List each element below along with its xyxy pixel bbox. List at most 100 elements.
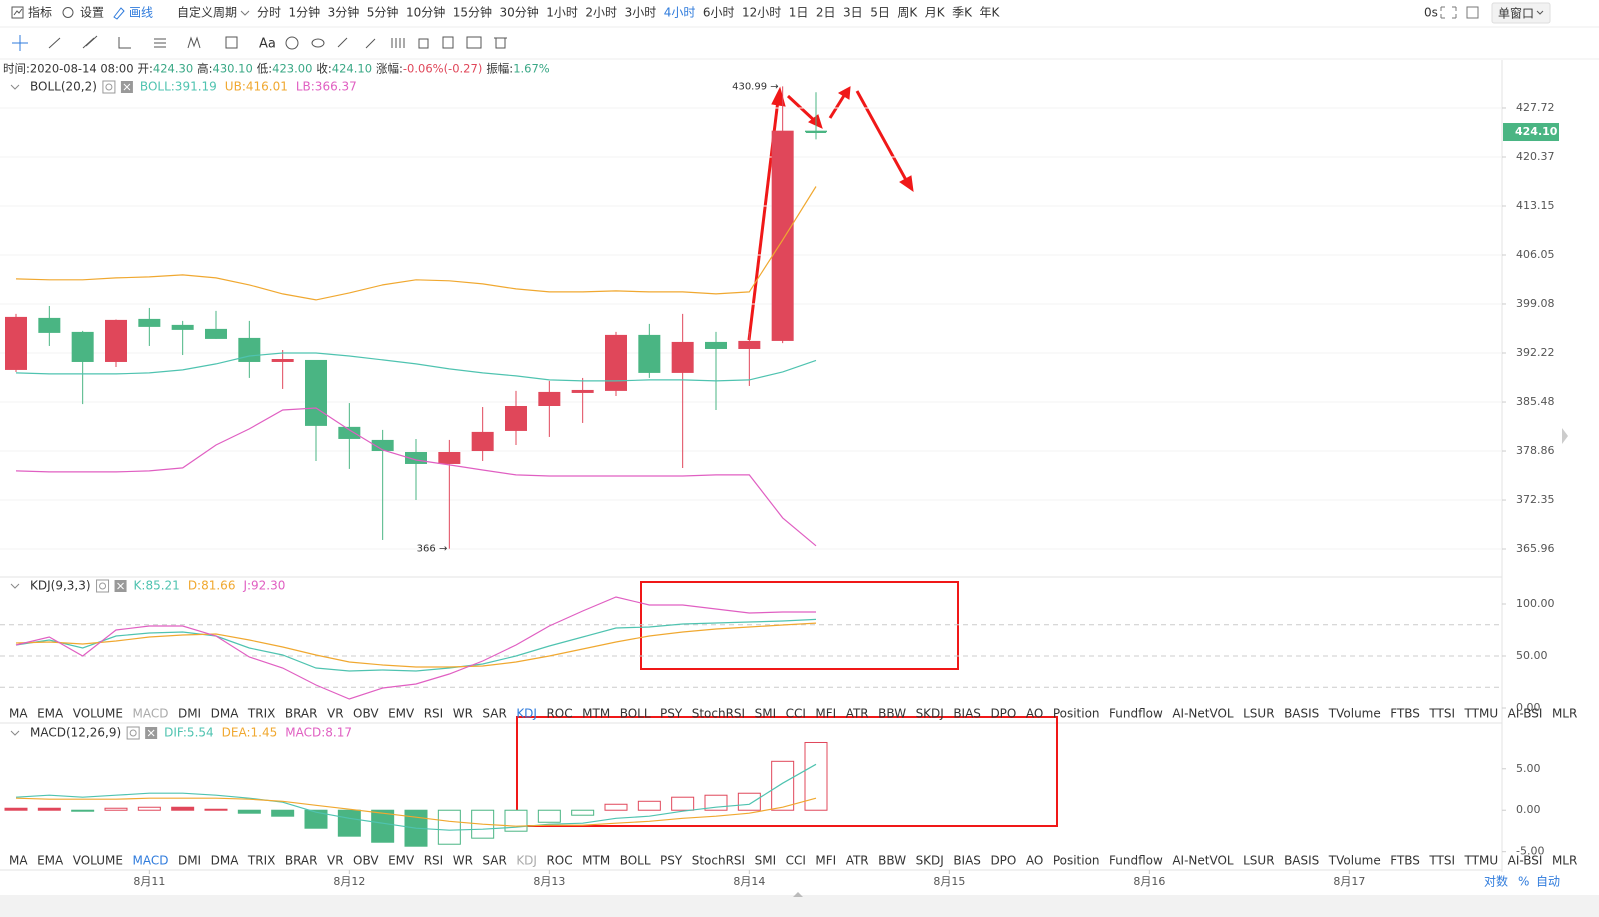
indicator-tab[interactable]: TTSI <box>1428 854 1455 868</box>
period-button[interactable]: 3日 <box>843 6 863 20</box>
indicator-tab[interactable]: AI-NetVOL <box>1172 854 1234 868</box>
indicator-tab[interactable]: CCI <box>786 854 806 868</box>
indicator-tab[interactable]: DPO <box>990 707 1016 721</box>
indicator-icon[interactable] <box>11 6 24 19</box>
settings-button[interactable] <box>105 83 113 91</box>
indicator-tab[interactable]: LSUR <box>1243 707 1274 721</box>
indicator-tab[interactable]: CCI <box>786 707 806 721</box>
log-toggle[interactable]: 对数 <box>1484 874 1508 889</box>
indicator-tab[interactable]: TVolume <box>1328 707 1381 721</box>
copy-tool[interactable] <box>442 36 454 49</box>
indicator-tab[interactable]: ATR <box>846 854 869 868</box>
period-button[interactable]: 分时 <box>257 6 281 20</box>
close-button[interactable] <box>147 729 155 737</box>
window-icon[interactable] <box>1466 6 1479 19</box>
indicator-tab[interactable]: EMA <box>37 854 64 868</box>
indicator-tab[interactable]: BASIS <box>1284 707 1319 721</box>
toolbar-button[interactable]: 自定义周期 <box>177 5 237 20</box>
period-button[interactable]: 2小时 <box>585 6 617 20</box>
period-button[interactable]: 季K <box>952 6 973 20</box>
toolbar-button[interactable]: 画线 <box>129 6 153 20</box>
indicator-tab[interactable]: SAR <box>482 707 506 721</box>
indicator-tab[interactable]: DMA <box>211 854 240 868</box>
indicator-tab[interactable]: VR <box>327 707 344 721</box>
indicator-tab[interactable]: MA <box>9 707 28 721</box>
pen-tool[interactable] <box>365 38 376 49</box>
indicator-tab[interactable]: AO <box>1026 707 1043 721</box>
crosshair-tool[interactable] <box>12 35 28 51</box>
indicator-tab[interactable]: TTMU <box>1464 854 1499 868</box>
period-button[interactable]: 6小时 <box>703 6 735 20</box>
indicator-tab[interactable]: EMA <box>37 707 64 721</box>
indicator-tab[interactable]: MFI <box>815 854 836 868</box>
indicator-tab[interactable]: FTBS <box>1390 854 1420 868</box>
eraser-tool[interactable] <box>311 38 325 48</box>
delete-tool[interactable] <box>494 37 507 49</box>
indicator-tab[interactable]: StochRSI <box>692 854 745 868</box>
indicator-tab[interactable]: MTM <box>582 854 610 868</box>
indicator-tab[interactable]: AO <box>1026 854 1043 868</box>
indicator-tab[interactable]: TRIX <box>247 854 275 868</box>
indicator-tab[interactable]: KDJ <box>516 707 537 721</box>
pattern-tool[interactable] <box>285 36 299 50</box>
indicator-tab[interactable]: ATR <box>846 707 869 721</box>
indicator-tab[interactable]: RSI <box>424 707 444 721</box>
period-button[interactable]: 10分钟 <box>406 5 445 20</box>
scroll-handle[interactable] <box>793 892 803 897</box>
indicator-tab[interactable]: AI-BSI <box>1508 707 1543 721</box>
indicator-tab[interactable]: StochRSI <box>692 707 745 721</box>
indicator-tab[interactable]: AI-BSI <box>1508 854 1543 868</box>
indicator-tab[interactable]: BIAS <box>953 854 981 868</box>
period-button[interactable]: 15分钟 <box>453 5 492 20</box>
caret[interactable] <box>1536 10 1544 15</box>
indicator-tab[interactable]: MA <box>9 854 28 868</box>
period-button[interactable]: 1日 <box>789 6 809 20</box>
indicator-tab[interactable]: BBW <box>878 707 906 721</box>
indicator-tab[interactable]: SMI <box>755 707 777 721</box>
wave-tool[interactable] <box>187 36 201 49</box>
caret[interactable] <box>240 10 250 16</box>
close-button[interactable] <box>117 582 124 590</box>
period-button[interactable]: 4小时 <box>664 6 696 20</box>
line-tool[interactable] <box>48 37 61 49</box>
fib-tool[interactable] <box>154 38 166 48</box>
period-button[interactable]: 3小时 <box>625 6 657 20</box>
indicator-tab[interactable]: SAR <box>482 854 506 868</box>
indicator-tab[interactable]: WR <box>453 854 473 868</box>
indicator-tab[interactable]: Fundflow <box>1109 854 1163 868</box>
auto-toggle[interactable]: 自动 <box>1536 875 1560 889</box>
side-handle[interactable] <box>1562 428 1568 444</box>
indicator-tab[interactable]: OBV <box>353 707 379 721</box>
percent-toggle[interactable]: % <box>1518 875 1529 889</box>
period-button[interactable]: 5日 <box>870 6 890 20</box>
indicator-tab[interactable]: FTBS <box>1390 707 1420 721</box>
indicator-tab[interactable]: RSI <box>424 854 444 868</box>
collapse-caret[interactable] <box>10 84 20 90</box>
indicator-tab[interactable]: ROC <box>546 854 572 868</box>
indicator-tab[interactable]: Position <box>1053 707 1100 721</box>
settings-button[interactable] <box>96 579 110 593</box>
period-button[interactable]: 2日 <box>816 6 836 20</box>
period-button[interactable]: 1分钟 <box>289 5 321 20</box>
indicator-tab[interactable]: VOLUME <box>73 854 123 868</box>
indicator-tab[interactable]: MFI <box>815 707 836 721</box>
indicator-tab[interactable]: AI-NetVOL <box>1172 707 1234 721</box>
period-button[interactable]: 30分钟 <box>500 5 539 20</box>
indicator-tab[interactable]: TTSI <box>1428 707 1455 721</box>
drawing-icon[interactable] <box>113 7 125 20</box>
indicator-tab[interactable]: BASIS <box>1284 854 1319 868</box>
period-button[interactable]: 3分钟 <box>328 5 360 20</box>
toolbar-button[interactable]: 设置 <box>80 6 104 20</box>
indicator-tab[interactable]: Position <box>1053 854 1100 868</box>
toolbar-button[interactable]: 指标 <box>28 5 52 20</box>
indicator-icon[interactable] <box>13 8 23 16</box>
channel-tool[interactable] <box>82 35 98 49</box>
indicator-tab[interactable]: PSY <box>660 707 683 721</box>
indicator-tab[interactable]: BOLL <box>620 707 651 721</box>
indicator-tab[interactable]: DMI <box>178 854 201 868</box>
indicator-tab[interactable]: Fundflow <box>1109 707 1163 721</box>
period-button[interactable]: 1小时 <box>546 6 578 20</box>
lock-tool[interactable] <box>418 38 429 49</box>
rect-tool[interactable] <box>225 36 238 49</box>
indicator-tab[interactable]: KDJ <box>516 854 537 868</box>
